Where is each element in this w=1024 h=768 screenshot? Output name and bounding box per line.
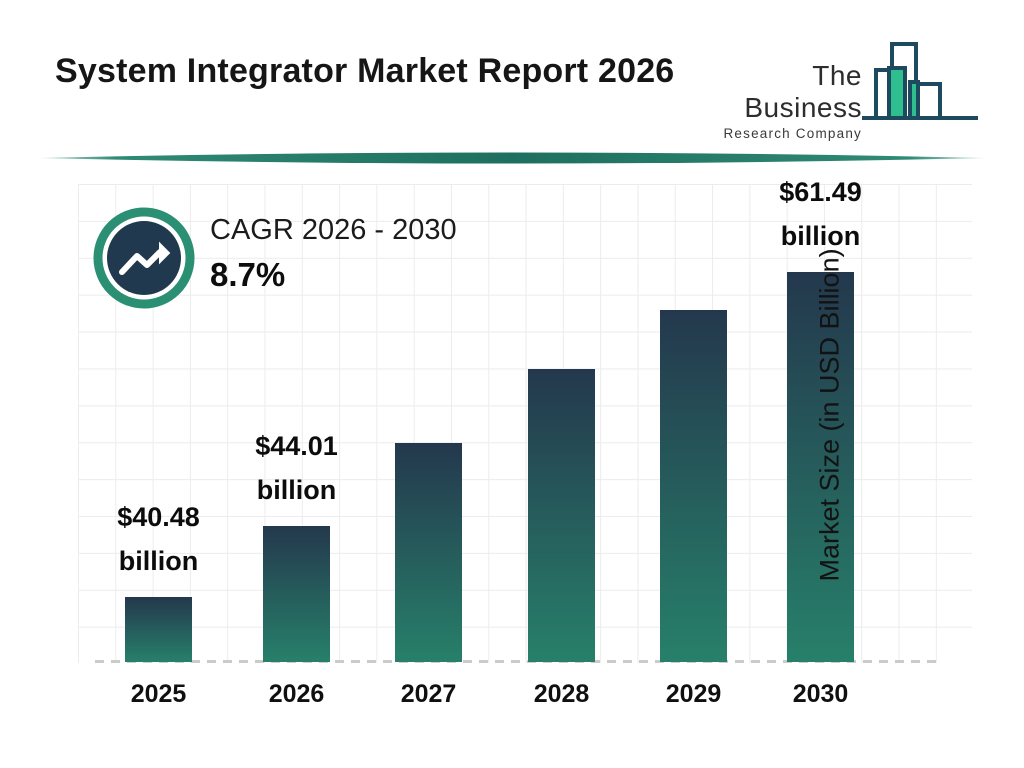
bar-skyline-logo-icon [862, 42, 978, 120]
trending-up-icon [93, 207, 195, 309]
bar-2027 [395, 443, 462, 662]
cagr-value: 8.7% [210, 256, 286, 293]
page-title: System Integrator Market Report 2026 [55, 52, 675, 90]
x-tick-2025: 2025 [130, 680, 187, 708]
x-tick-2030: 2030 [792, 680, 849, 708]
bar-2025 [125, 597, 192, 662]
bar-2026 [263, 526, 330, 662]
cagr-block: CAGR 2026 - 2030 8.7% [210, 214, 457, 294]
x-tick-2029: 2029 [665, 680, 722, 708]
value-label-2026: $44.01 billion [255, 431, 338, 505]
value-label-2030: $61.49 billion [779, 177, 862, 251]
value-label-2025: $40.48 billion [117, 502, 200, 576]
bar-2029 [660, 310, 727, 662]
y-axis-label: Market Size (in USD Billion) [814, 248, 845, 582]
company-logo: The Business Research Company [710, 38, 980, 141]
x-tick-2027: 2027 [400, 680, 457, 708]
logo-subname: Research Company [723, 126, 862, 141]
x-tick-2026: 2026 [268, 680, 325, 708]
cagr-period-label: CAGR 2026 - 2030 [210, 214, 457, 246]
x-axis-baseline [95, 660, 940, 663]
logo-name: The Business [744, 60, 862, 123]
company-logo-text: The Business Research Company [710, 60, 862, 141]
bar-2030 [787, 272, 854, 662]
x-tick-2028: 2028 [533, 680, 590, 708]
bar-2028 [528, 369, 595, 662]
divider-line [40, 152, 985, 164]
